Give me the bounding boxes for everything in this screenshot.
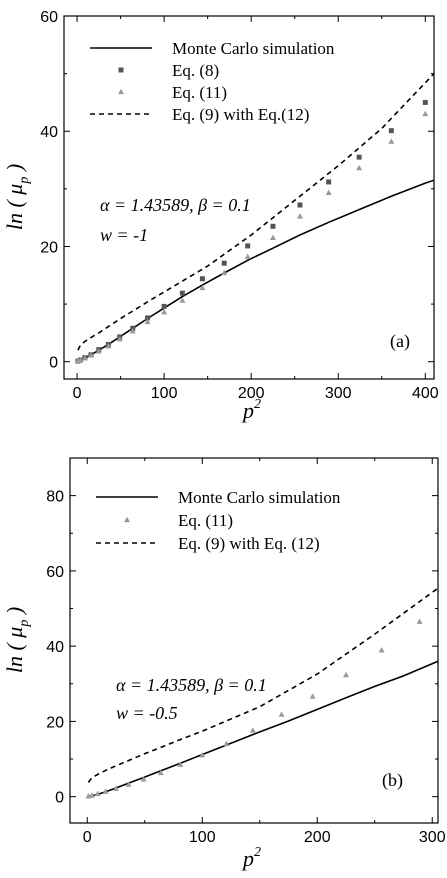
data-point-triangle [125, 781, 132, 787]
parameter-annotation-w: w = -1 [100, 225, 148, 245]
plot-frame [63, 15, 435, 380]
data-point-square [270, 223, 276, 229]
legend-swatch-square [118, 67, 124, 73]
data-point-square [388, 128, 394, 134]
legend-label: Monte Carlo simulation [172, 39, 335, 58]
data-point-triangle [199, 752, 206, 758]
data-point-triangle [116, 336, 123, 342]
legend: Monte Carlo simulation Eq. (8) Eq. (11) Eq.… [90, 39, 335, 124]
series-line [77, 73, 434, 351]
legend-label: Eq. (11) [178, 511, 233, 530]
data-point-triangle [140, 776, 147, 782]
data-point-triangle [113, 785, 119, 791]
chart-panel-a: 0 100 200 300 400 0 20 40 60 Monte Carlo simulati… [2, 9, 439, 423]
panel-label: (b) [382, 770, 403, 791]
y-tick-label: 40 [46, 639, 64, 656]
data-point-triangle [144, 318, 151, 325]
data-point-triangle [422, 110, 429, 117]
x-tick-label: 200 [304, 829, 331, 846]
data-point-triangle [157, 769, 164, 776]
y-tick-label: 20 [46, 714, 64, 731]
data-point-triangle [244, 253, 251, 260]
data-point-triangle [105, 342, 112, 349]
series-line [77, 179, 434, 363]
data-point-square [356, 154, 362, 160]
legend-swatch-triangle [124, 516, 130, 523]
data-point-triangle [356, 164, 363, 171]
data-point-triangle [221, 269, 228, 276]
legend-label: Eq. (9) with Eq.(12) [172, 105, 309, 124]
data-point-square [221, 260, 227, 266]
data-point-triangle [249, 727, 256, 733]
legend: Monte Carlo simulation Eq. (11) Eq. (9) wi… [96, 488, 341, 553]
legend-label: Eq. (11) [172, 83, 227, 102]
parameter-annotation-w: w = -0.5 [116, 703, 178, 723]
data-point-square [145, 315, 151, 321]
data-point-triangle [129, 327, 136, 334]
data-point-triangle [102, 788, 109, 794]
y-axis-label: ln ( μp ) [2, 164, 32, 230]
y-tick-label: 0 [55, 790, 64, 807]
data-point-triangle [278, 711, 285, 717]
x-tick-label: 400 [412, 385, 439, 402]
data-point-triangle [269, 234, 276, 240]
data-point-triangle [95, 348, 102, 354]
x-tick-label: 300 [419, 829, 446, 846]
y-tick-label: 40 [40, 124, 58, 141]
y-tick-label: 20 [40, 239, 58, 256]
series-group [74, 73, 434, 364]
legend-label: Eq. (8) [172, 61, 219, 80]
y-tick-label: 0 [49, 355, 58, 372]
chart-panel-b: 0 100 200 300 0 20 40 60 80 Monte Carlo simulatio… [2, 457, 446, 871]
data-point-triangle [416, 618, 423, 624]
x-tick-label: 100 [189, 829, 216, 846]
data-point-square [179, 290, 185, 296]
data-point-triangle [177, 761, 184, 767]
x-tick-label: 100 [151, 385, 178, 402]
data-point-square [297, 202, 303, 208]
y-tick-label: 60 [46, 564, 64, 581]
x-tick-label: 300 [325, 385, 352, 402]
x-tick-label: 0 [83, 829, 92, 846]
data-point-triangle [343, 671, 349, 678]
data-point-triangle [161, 308, 168, 315]
data-point-triangle [199, 284, 206, 291]
data-point-square [326, 179, 332, 185]
data-point-triangle [296, 213, 303, 219]
data-point-triangle [77, 356, 84, 363]
data-point-triangle [94, 790, 101, 797]
data-point-triangle [388, 138, 395, 144]
data-point-square [422, 99, 428, 105]
plot-frame [69, 457, 439, 824]
data-point-square [161, 303, 167, 309]
x-axis-label: p2 [241, 845, 261, 871]
data-point-triangle [81, 355, 88, 361]
y-tick-label: 60 [40, 9, 58, 26]
y-axis-label: ln ( μp ) [2, 607, 32, 673]
parameter-annotation: α = 1.43589, β = 0.1 [116, 675, 267, 695]
data-point-triangle [88, 792, 95, 798]
series-group [85, 587, 438, 799]
series-line [87, 587, 438, 783]
legend-label: Monte Carlo simulation [178, 488, 341, 507]
data-point-triangle [378, 647, 385, 653]
data-point-triangle [325, 189, 332, 196]
data-point-triangle [223, 740, 230, 747]
data-point-square [245, 243, 251, 249]
legend-label: Eq. (9) with Eq. (12) [178, 534, 320, 553]
x-tick-label: 0 [73, 385, 82, 402]
data-point-triangle [179, 297, 186, 303]
y-tick-label: 80 [46, 489, 64, 506]
data-point-square [199, 276, 205, 282]
data-point-triangle [87, 352, 94, 358]
parameter-annotation: α = 1.43589, β = 0.1 [100, 195, 251, 215]
x-tick-label: 200 [238, 385, 265, 402]
data-point-triangle [309, 693, 316, 699]
panel-label: (a) [390, 331, 410, 352]
x-axis-label: p2 [241, 397, 261, 423]
legend-swatch-triangle [118, 88, 124, 95]
